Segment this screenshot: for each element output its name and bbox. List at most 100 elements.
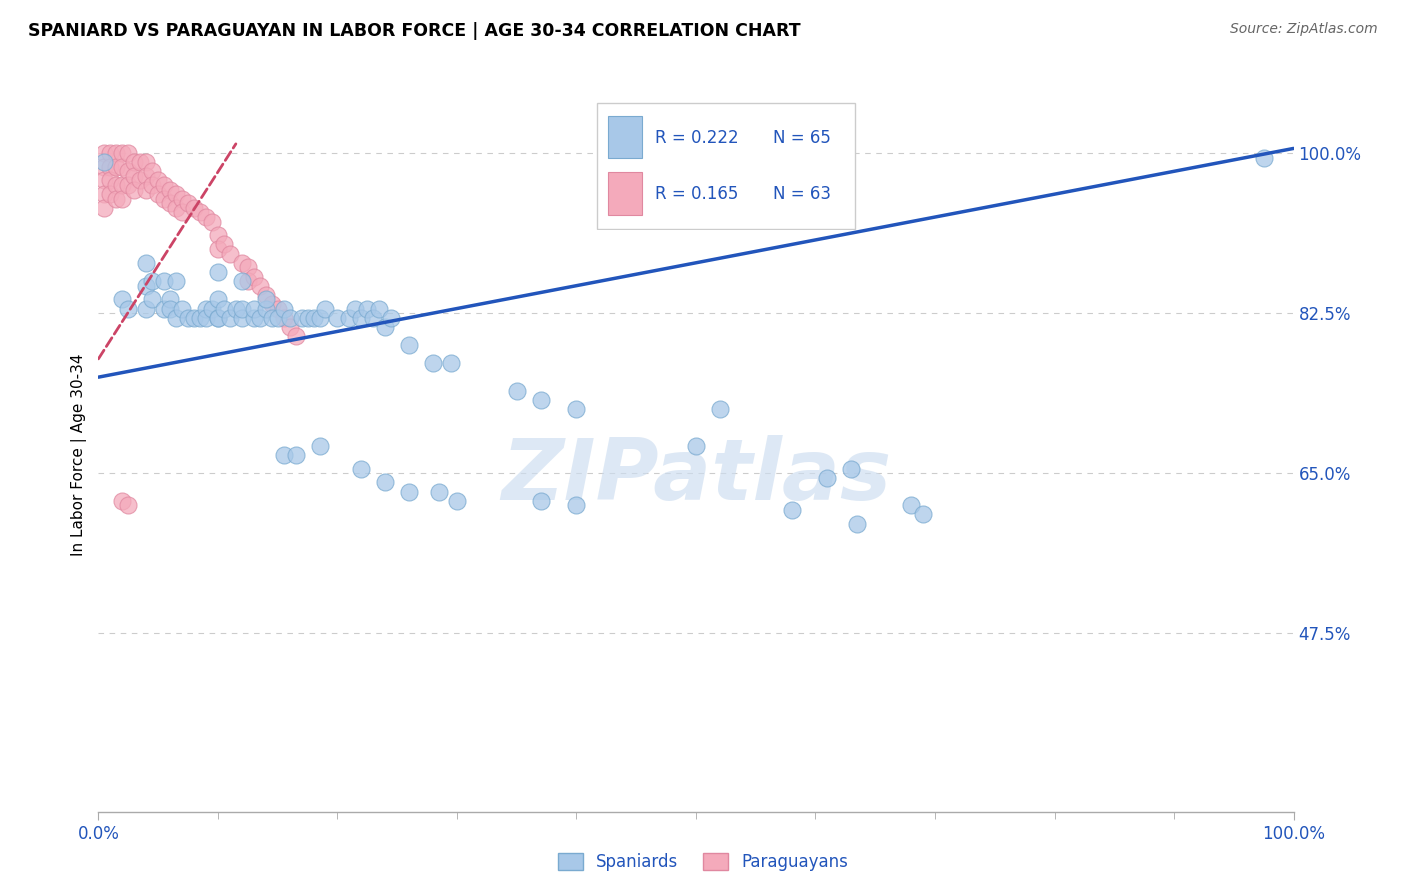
Point <box>225 301 247 316</box>
Point <box>243 310 266 325</box>
Point <box>124 183 146 197</box>
Point <box>356 301 378 316</box>
Point <box>344 301 367 316</box>
Point <box>374 475 396 490</box>
Point <box>236 260 259 275</box>
Point <box>172 192 194 206</box>
Point <box>165 201 187 215</box>
Point <box>111 493 134 508</box>
Point <box>350 310 373 325</box>
Point <box>201 301 224 316</box>
Point <box>273 448 295 462</box>
Point <box>159 196 181 211</box>
Point <box>93 187 115 202</box>
Point <box>231 256 253 270</box>
Point <box>219 310 242 325</box>
Text: SPANIARD VS PARAGUAYAN IN LABOR FORCE | AGE 30-34 CORRELATION CHART: SPANIARD VS PARAGUAYAN IN LABOR FORCE | … <box>28 22 801 40</box>
Point <box>124 169 146 183</box>
Point <box>565 498 588 512</box>
Point <box>177 310 200 325</box>
Point <box>93 201 115 215</box>
Point <box>207 293 229 307</box>
Point <box>141 178 163 192</box>
Point <box>231 310 253 325</box>
Point <box>243 269 266 284</box>
Text: R = 0.165: R = 0.165 <box>655 186 738 203</box>
Point <box>231 301 253 316</box>
Point <box>315 301 337 316</box>
Point <box>153 301 176 316</box>
Point <box>93 173 115 187</box>
Point <box>326 310 349 325</box>
Point <box>165 274 187 288</box>
Point <box>278 319 301 334</box>
Text: Source: ZipAtlas.com: Source: ZipAtlas.com <box>1230 22 1378 37</box>
Point <box>129 173 152 187</box>
Point <box>159 293 181 307</box>
Point <box>260 310 283 325</box>
Y-axis label: In Labor Force | Age 30-34: In Labor Force | Age 30-34 <box>72 353 87 557</box>
Point <box>398 484 420 499</box>
Point <box>194 310 217 325</box>
Point <box>135 155 157 169</box>
Point <box>398 338 420 352</box>
Point <box>159 301 181 316</box>
Point <box>117 146 139 161</box>
Point <box>98 160 122 174</box>
Text: N = 63: N = 63 <box>773 186 831 203</box>
Point <box>141 274 163 288</box>
Point <box>278 310 301 325</box>
Point <box>380 310 402 325</box>
Point <box>194 301 217 316</box>
Point <box>368 301 391 316</box>
Point <box>201 214 224 228</box>
Point <box>308 439 330 453</box>
Point <box>165 310 187 325</box>
Point <box>529 392 551 407</box>
Point <box>135 301 157 316</box>
FancyBboxPatch shape <box>598 103 855 229</box>
Point <box>188 310 211 325</box>
Point <box>1253 151 1275 165</box>
Point <box>900 498 922 512</box>
Point <box>815 471 838 485</box>
Point <box>780 503 803 517</box>
Point <box>350 461 373 475</box>
Point <box>111 146 134 161</box>
Point <box>529 493 551 508</box>
Point <box>363 310 385 325</box>
Point <box>117 498 139 512</box>
Point <box>302 310 325 325</box>
Point <box>685 439 707 453</box>
Point <box>260 297 283 311</box>
Point <box>98 173 122 187</box>
Bar <box>607 116 641 158</box>
Point <box>273 310 295 325</box>
Point <box>141 293 163 307</box>
Point <box>111 192 134 206</box>
Point <box>172 301 194 316</box>
Point <box>135 169 157 183</box>
Point <box>308 310 330 325</box>
Point <box>254 293 277 307</box>
Point <box>422 356 444 370</box>
Point <box>212 301 235 316</box>
Point <box>153 192 176 206</box>
Point <box>709 402 731 417</box>
Point <box>105 160 128 174</box>
Point <box>207 310 229 325</box>
Point <box>284 448 307 462</box>
Point <box>267 310 290 325</box>
Point <box>148 173 170 187</box>
Point <box>254 301 277 316</box>
Point <box>183 310 205 325</box>
Text: ZIPatlas: ZIPatlas <box>501 434 891 518</box>
Point <box>290 310 312 325</box>
Point <box>911 508 934 522</box>
Point <box>254 288 277 302</box>
Point <box>267 301 290 316</box>
Point <box>148 187 170 202</box>
Point <box>212 237 235 252</box>
Point <box>117 178 139 192</box>
Point <box>846 516 869 531</box>
